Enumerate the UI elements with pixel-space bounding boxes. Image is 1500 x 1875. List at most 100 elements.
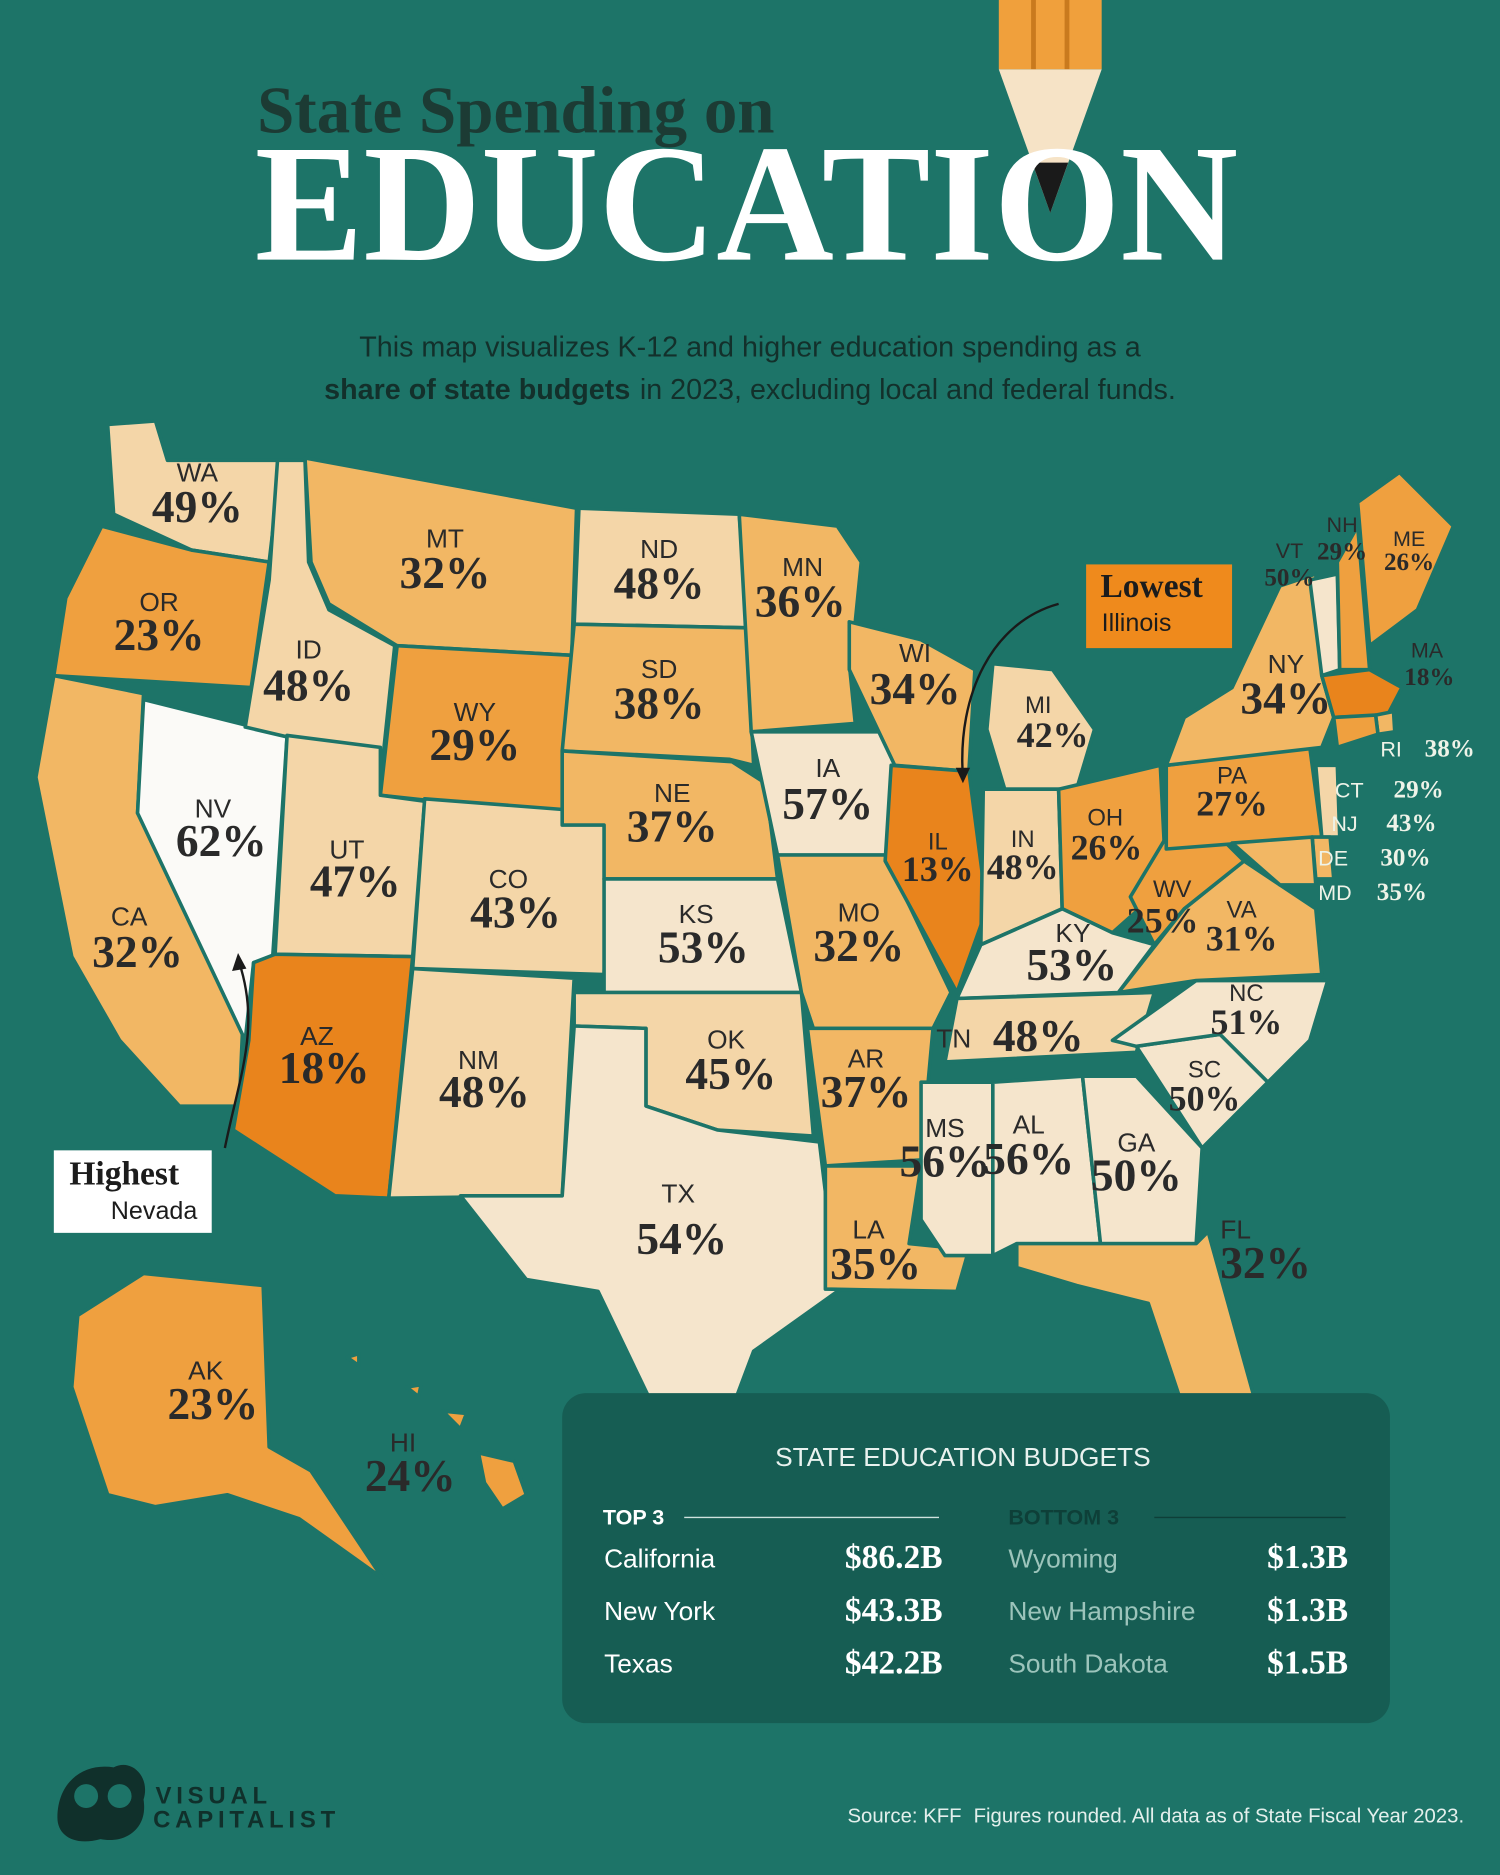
state-abbr: RI <box>1380 738 1402 762</box>
state-share: 32% <box>1220 1238 1311 1288</box>
state-share: 43% <box>1386 810 1436 837</box>
state-abbr: NV <box>195 794 232 824</box>
state-shape <box>1355 470 1456 648</box>
state-share: 34% <box>870 664 961 714</box>
state-abbr: AZ <box>300 1021 334 1051</box>
state-abbr: MO <box>838 898 880 928</box>
state-share: 38% <box>614 678 705 728</box>
state-share: 31% <box>1206 919 1278 959</box>
state-shape <box>1331 713 1380 750</box>
state-share: 42% <box>1017 715 1089 755</box>
state-share: 62% <box>176 816 267 866</box>
budget-amount: $42.2B <box>845 1644 943 1681</box>
state-labels: WA49%OR23%CA32%NV62%ID48%MT32%WY29%UT47%… <box>92 458 1475 1501</box>
state-abbr: AK <box>188 1356 224 1386</box>
state-abbr: NJ <box>1331 812 1357 836</box>
callout-arrow <box>223 962 250 1149</box>
state-share: 48% <box>614 559 705 609</box>
state-abbr: WV <box>1153 876 1192 903</box>
state-share: 36% <box>755 577 846 627</box>
state-share: 35% <box>830 1239 921 1289</box>
callout-title: Highest <box>69 1155 179 1192</box>
state-share: 50% <box>1264 565 1314 592</box>
state-abbr: AR <box>848 1044 885 1074</box>
state-abbr: IN <box>1011 826 1035 853</box>
state-abbr: FL <box>1220 1215 1251 1245</box>
state-share: 43% <box>470 888 561 938</box>
state-shape <box>1319 667 1404 720</box>
state-abbr: TN <box>936 1023 971 1053</box>
state-name: New Hampshire <box>1008 1596 1195 1626</box>
state-abbr: NY <box>1268 649 1305 679</box>
table-heading: BOTTOM 3 <box>1008 1505 1119 1529</box>
state-share: 48% <box>263 660 354 710</box>
callout-arrow <box>961 602 1059 778</box>
state-abbr: ME <box>1393 527 1425 551</box>
state-abbr: VA <box>1227 897 1257 924</box>
title-line2: EDUCATION <box>255 112 1238 297</box>
state-name: Texas <box>604 1649 673 1679</box>
state-share: 35% <box>1377 879 1427 906</box>
state-shape <box>560 622 756 768</box>
state-abbr: KY <box>1055 918 1090 948</box>
state-abbr: WI <box>899 638 931 668</box>
arrow-head <box>232 953 247 971</box>
state-abbr: ND <box>640 534 678 564</box>
state-share: 53% <box>658 922 749 972</box>
subtitle-rest: in 2023, excluding local and federal fun… <box>640 374 1176 406</box>
state-abbr: SC <box>1188 1057 1221 1084</box>
state-abbr: CO <box>489 864 528 894</box>
state-abbr: MT <box>426 523 464 553</box>
state-share: 56% <box>900 1136 991 1186</box>
state-abbr: OK <box>707 1024 745 1054</box>
subtitle-line1: This map visualizes K-12 and higher educ… <box>359 332 1141 364</box>
state-abbr: WA <box>177 458 219 488</box>
budget-amount: $86.2B <box>845 1539 943 1576</box>
state-share: 37% <box>627 802 718 852</box>
us-map <box>34 419 1456 1581</box>
state-share: 26% <box>1384 549 1434 576</box>
state-share: 50% <box>1091 1151 1182 1201</box>
callout-title: Lowest <box>1100 568 1202 605</box>
callout-state: Illinois <box>1102 609 1172 637</box>
subtitle-bold: share of state budgets <box>324 374 630 406</box>
state-share: 48% <box>439 1067 530 1117</box>
logo-line1: VISUAL <box>156 1783 272 1810</box>
state-share: 29% <box>429 720 520 770</box>
table-panel <box>562 1393 1390 1724</box>
state-share: 27% <box>1196 783 1268 823</box>
state-abbr: MN <box>782 552 823 582</box>
state-shape <box>1230 835 1318 887</box>
table-heading: TOP 3 <box>603 1505 664 1529</box>
state-share: 25% <box>1127 901 1199 941</box>
state-abbr: NE <box>654 778 691 808</box>
arrow-head <box>955 767 971 784</box>
callout-state: Nevada <box>111 1197 198 1225</box>
state-shape <box>919 1080 995 1258</box>
state-shape <box>69 1271 385 1581</box>
logo-line2: CAPITALIST <box>153 1807 340 1834</box>
budget-amount: $1.3B <box>1267 1539 1348 1576</box>
table-title: STATE EDUCATION BUDGETS <box>775 1442 1151 1472</box>
state-share: 49% <box>152 482 243 532</box>
state-share: 13% <box>902 849 974 889</box>
state-abbr: LA <box>852 1215 885 1245</box>
state-share: 32% <box>400 548 491 598</box>
budget-table: STATE EDUCATION BUDGETS TOP 3 BOTTOM 3 C… <box>562 1393 1390 1724</box>
state-abbr: ID <box>295 635 321 665</box>
state-abbr: CA <box>111 901 148 931</box>
state-abbr: CT <box>1335 778 1364 802</box>
title-line1: State Spending on <box>257 74 774 148</box>
state-abbr: MS <box>925 1113 964 1143</box>
state-share: 18% <box>279 1043 370 1093</box>
state-abbr: NC <box>1229 980 1264 1007</box>
state-name: New York <box>604 1596 716 1626</box>
source: Source: KFF Figures rounded. All data as … <box>847 1806 1464 1828</box>
state-share: 37% <box>821 1067 912 1117</box>
state-share: 30% <box>1380 845 1430 872</box>
callout-box <box>53 1150 212 1233</box>
state-share: 45% <box>685 1049 776 1099</box>
state-shape <box>1080 1074 1204 1246</box>
state-shape <box>345 1351 529 1511</box>
